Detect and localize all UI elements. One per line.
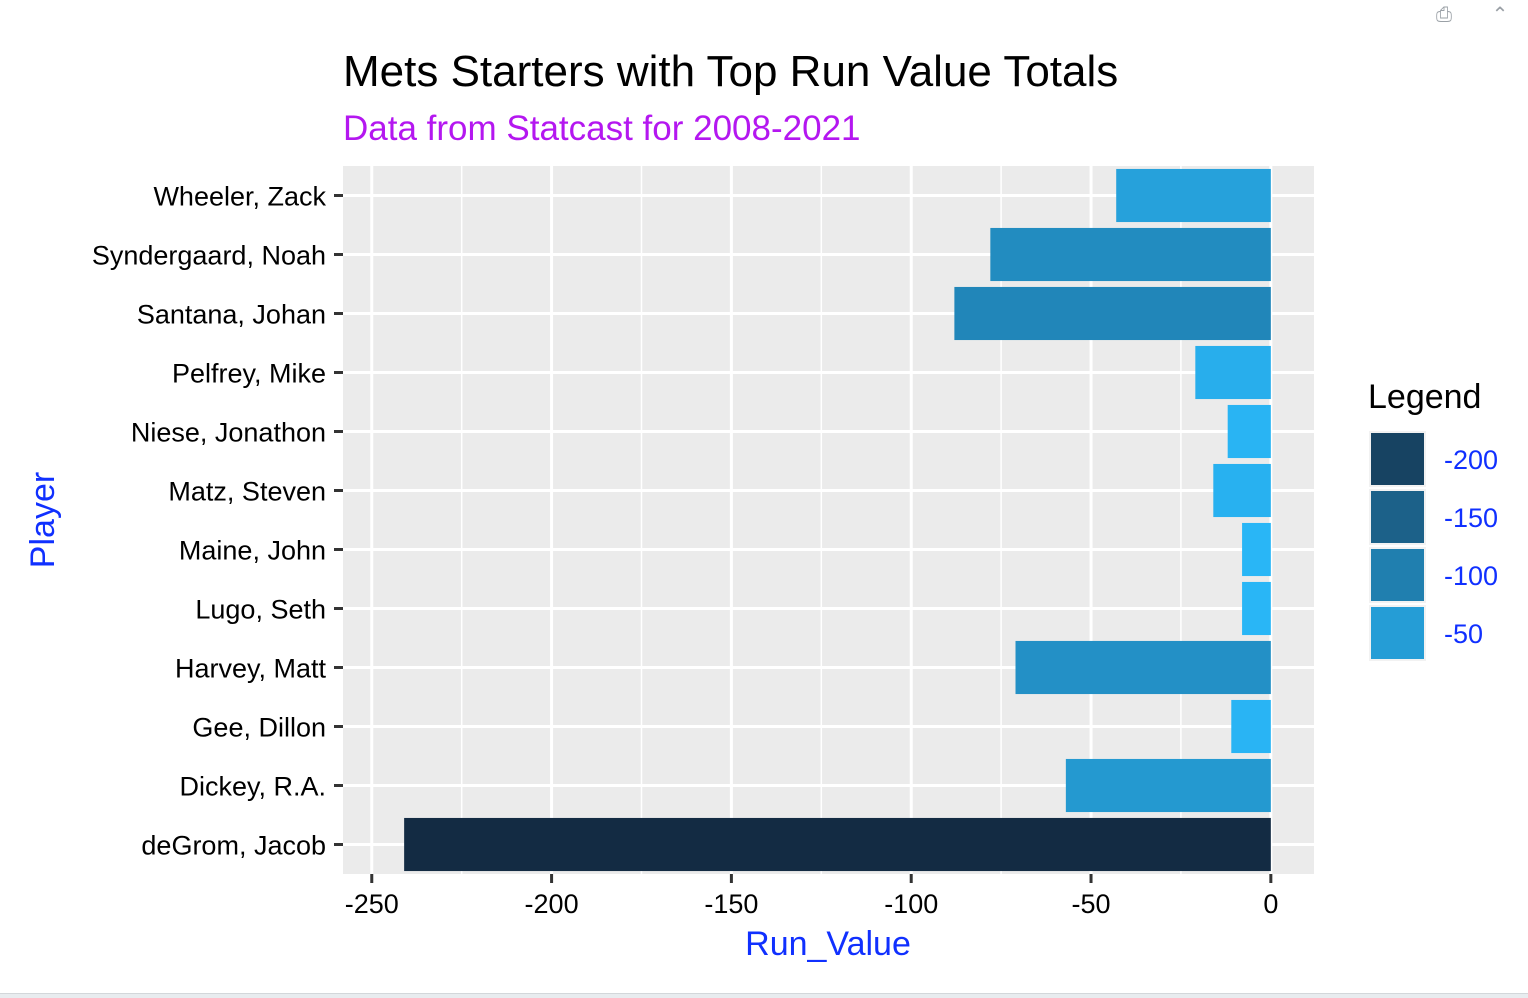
bottom-scrollbar[interactable]	[0, 993, 1528, 998]
legend-label: -150	[1444, 503, 1498, 533]
legend-label: -200	[1444, 445, 1498, 475]
x-tick-label: -50	[1072, 889, 1111, 919]
x-axis-title: Run_Value	[745, 925, 911, 963]
y-tick-label: Syndergaard, Noah	[92, 241, 326, 271]
legend-key	[1371, 549, 1424, 601]
bar	[1195, 345, 1271, 400]
chart-subtitle: Data from Statcast for 2008-2021	[343, 109, 861, 148]
y-tick-label: Santana, Johan	[137, 300, 326, 330]
collapse-icon[interactable]: ⌃	[1491, 2, 1509, 26]
legend-label: -100	[1444, 561, 1498, 591]
bar	[1242, 581, 1271, 636]
bar	[954, 286, 1271, 341]
x-tick-label: -250	[345, 889, 399, 919]
bar	[990, 227, 1271, 282]
y-axis-title: Player	[24, 472, 62, 568]
y-tick-label: Harvey, Matt	[175, 654, 327, 684]
chart-title: Mets Starters with Top Run Value Totals	[343, 47, 1118, 96]
plot-panel	[343, 166, 1314, 874]
bar	[1116, 168, 1271, 223]
bar	[1227, 404, 1271, 459]
x-tick-label: -200	[525, 889, 579, 919]
legend: Legend -200 -150 -100 -50	[1368, 378, 1498, 661]
x-axis: -250 -200 -150 -100 -50 0	[345, 874, 1278, 919]
bars	[404, 168, 1271, 872]
legend-key	[1371, 607, 1424, 659]
y-tick-label: Wheeler, Zack	[153, 182, 326, 212]
bar	[1065, 758, 1271, 813]
y-tick-label: Gee, Dillon	[192, 713, 326, 743]
y-tick-label: Pelfrey, Mike	[172, 359, 326, 389]
y-tick-label: Lugo, Seth	[195, 595, 326, 625]
y-axis: Wheeler, Zack Syndergaard, Noah Santana, J…	[92, 182, 343, 861]
bar	[1231, 699, 1271, 754]
legend-key	[1371, 433, 1424, 485]
bar	[1015, 640, 1271, 695]
y-tick-label: Maine, John	[179, 536, 326, 566]
bar	[404, 817, 1271, 872]
x-tick-label: 0	[1263, 889, 1278, 919]
bar	[1213, 463, 1271, 518]
y-tick-label: Niese, Jonathon	[131, 418, 326, 448]
legend-title: Legend	[1368, 378, 1481, 416]
y-tick-label: Matz, Steven	[168, 477, 326, 507]
publish-icon[interactable]: ⎙	[1436, 2, 1452, 26]
legend-key	[1371, 491, 1424, 543]
legend-label: -50	[1444, 619, 1483, 649]
x-tick-label: -100	[884, 889, 938, 919]
x-tick-label: -150	[704, 889, 758, 919]
bar	[1242, 522, 1271, 577]
y-tick-label: Dickey, R.A.	[179, 772, 326, 802]
window-toolbar: ⎙ ⌃ ✕	[1308, 0, 1528, 28]
y-tick-label: deGrom, Jacob	[141, 831, 326, 861]
